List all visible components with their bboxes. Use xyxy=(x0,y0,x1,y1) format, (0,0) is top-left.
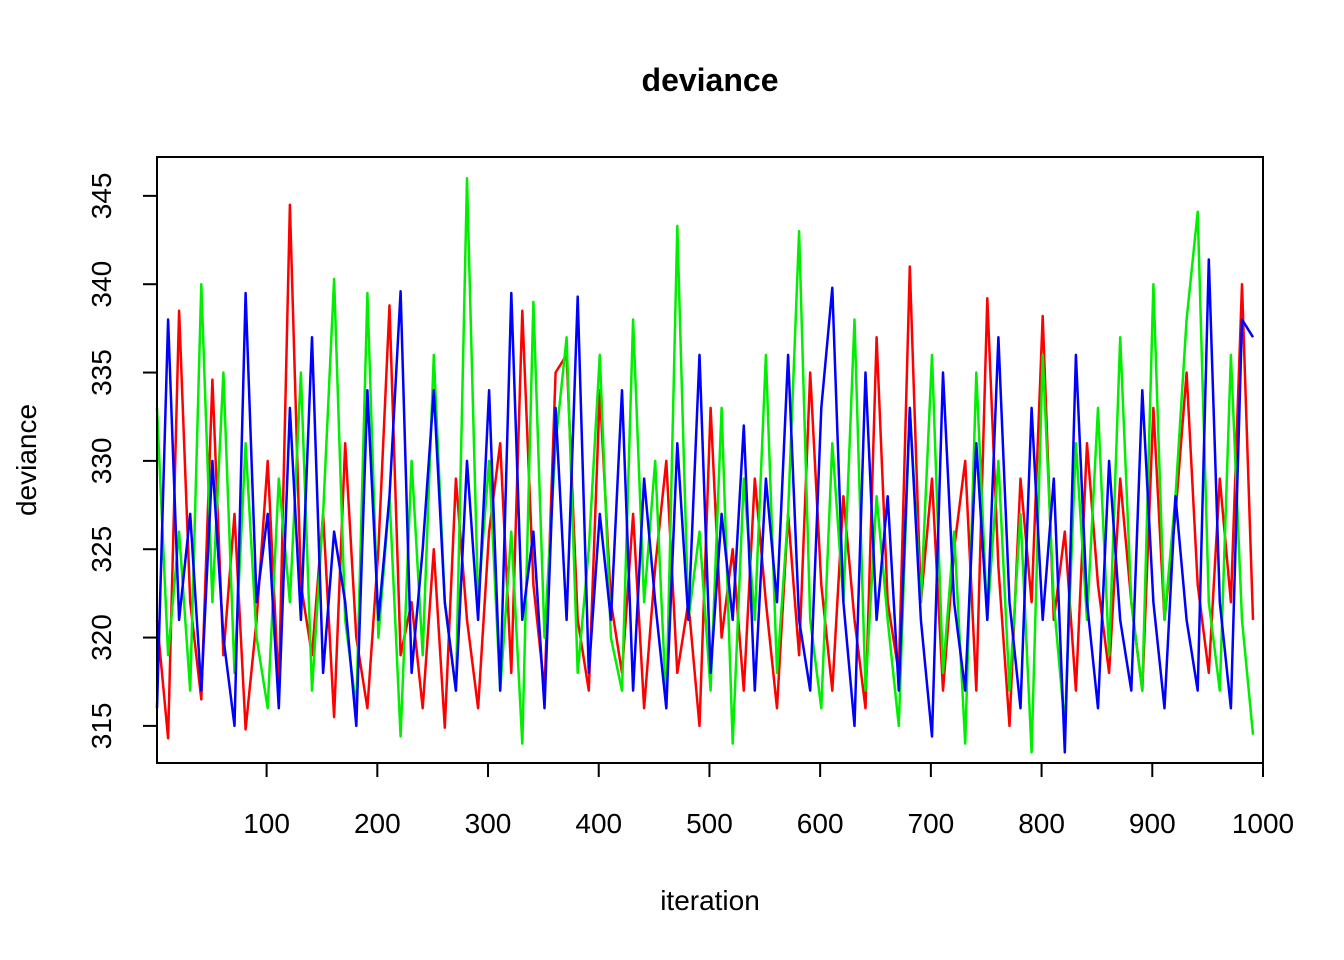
series-line-3 xyxy=(155,258,1255,754)
x-axis: 100 200 300 400 500 600 700 800 900 1000 xyxy=(243,763,1294,839)
y-axis: 315 320 325 330 335 340 345 xyxy=(86,173,157,750)
x-tick-label: 900 xyxy=(1129,808,1176,839)
x-tick-label: 500 xyxy=(686,808,733,839)
x-tick-label: 800 xyxy=(1018,808,1065,839)
y-tick-label: 320 xyxy=(86,614,117,661)
y-tick-label: 325 xyxy=(86,526,117,573)
series-layer xyxy=(155,176,1255,754)
x-tick-label: 600 xyxy=(797,808,844,839)
y-tick-label: 345 xyxy=(86,173,117,220)
x-tick-label: 1000 xyxy=(1232,808,1294,839)
x-tick-label: 200 xyxy=(354,808,401,839)
x-axis-label: iteration xyxy=(660,885,760,916)
x-tick-label: 300 xyxy=(465,808,512,839)
chart-title: deviance xyxy=(642,62,779,98)
x-tick-label: 400 xyxy=(575,808,622,839)
y-tick-label: 315 xyxy=(86,703,117,750)
y-tick-label: 335 xyxy=(86,349,117,396)
y-axis-label: deviance xyxy=(11,404,42,516)
y-tick-label: 330 xyxy=(86,438,117,485)
x-tick-label: 700 xyxy=(908,808,955,839)
y-tick-label: 340 xyxy=(86,261,117,308)
x-tick-label: 100 xyxy=(243,808,290,839)
plot-frame xyxy=(156,156,1264,764)
